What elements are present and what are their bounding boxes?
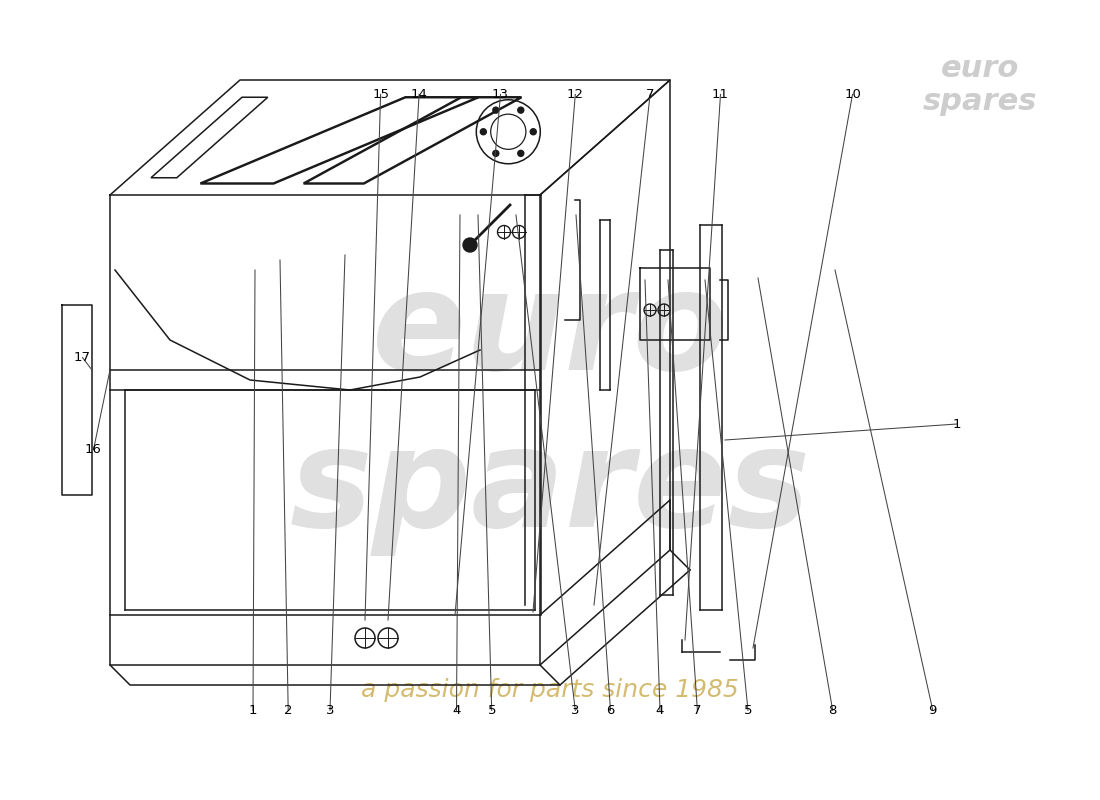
Text: euro
spares: euro spares — [923, 54, 1037, 116]
Circle shape — [493, 107, 498, 113]
Text: 3: 3 — [326, 704, 334, 717]
Text: a passion for parts since 1985: a passion for parts since 1985 — [361, 678, 739, 702]
Circle shape — [481, 129, 486, 134]
Text: 1: 1 — [249, 704, 257, 717]
Text: 9: 9 — [928, 704, 937, 717]
Text: 17: 17 — [74, 351, 91, 364]
Text: 5: 5 — [744, 704, 752, 717]
Circle shape — [463, 238, 477, 252]
Text: 4: 4 — [656, 704, 664, 717]
Text: 7: 7 — [693, 704, 702, 717]
Text: 8: 8 — [828, 704, 837, 717]
Text: 4: 4 — [452, 704, 461, 717]
Text: 16: 16 — [85, 443, 102, 456]
Text: 3: 3 — [571, 704, 580, 717]
Circle shape — [518, 150, 524, 156]
Text: euro
spares: euro spares — [289, 264, 811, 555]
Text: 6: 6 — [606, 704, 615, 717]
Text: 5: 5 — [487, 704, 496, 717]
Text: 2: 2 — [284, 704, 293, 717]
Circle shape — [518, 107, 524, 113]
Text: 1: 1 — [953, 418, 961, 430]
Text: 14: 14 — [410, 88, 428, 101]
Text: 10: 10 — [844, 88, 861, 101]
Circle shape — [493, 150, 498, 156]
Text: 13: 13 — [492, 88, 509, 101]
Text: 7: 7 — [646, 88, 654, 101]
Text: 12: 12 — [566, 88, 584, 101]
Text: 11: 11 — [712, 88, 729, 101]
Text: 15: 15 — [372, 88, 389, 101]
Circle shape — [530, 129, 537, 134]
